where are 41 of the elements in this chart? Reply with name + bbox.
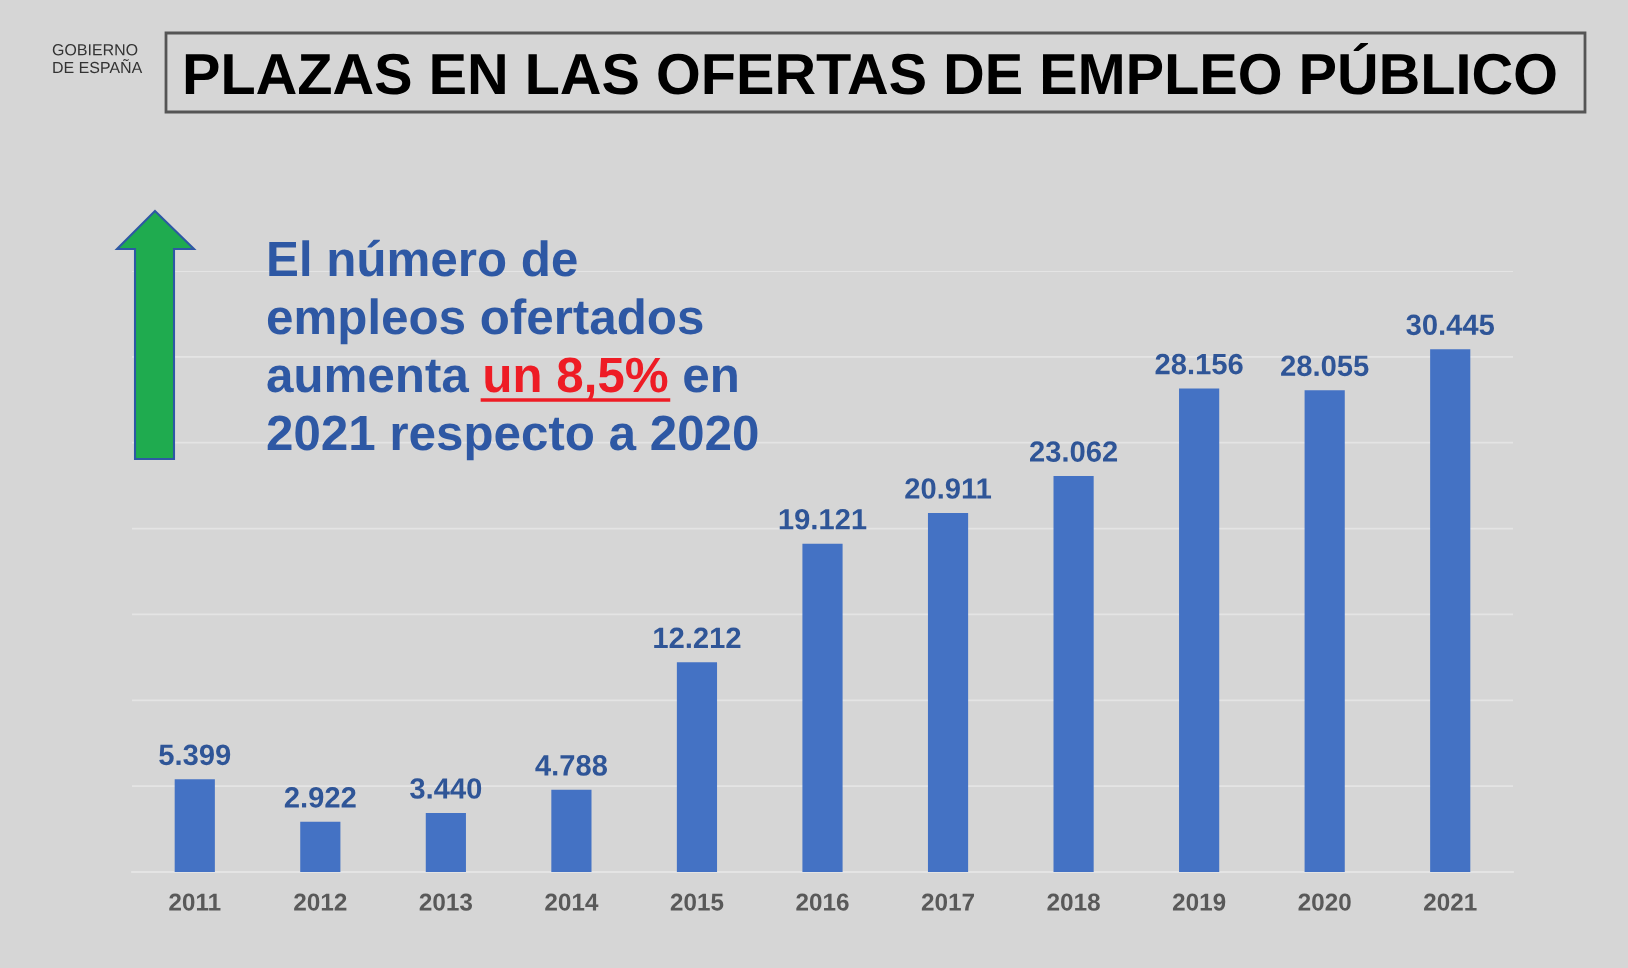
x-tick-label: 2011 [169, 893, 221, 911]
bar [551, 789, 592, 872]
bar [174, 779, 215, 872]
data-label: 3.440 [410, 778, 482, 799]
annotation: un 8,5% [485, 357, 668, 400]
x-tick-label: 2020 [1298, 893, 1351, 911]
bar [1053, 475, 1094, 872]
bar [425, 812, 466, 872]
data-label: 28.156 [1155, 353, 1243, 375]
data-label: 12.212 [654, 627, 741, 648]
data-label: 28.055 [1281, 355, 1369, 377]
bar [927, 512, 969, 872]
x-tick-label: 2012 [294, 893, 347, 911]
x-tick-label: 2017 [921, 893, 975, 911]
data-label: 20.911 [905, 478, 992, 499]
x-tick-label: 2015 [670, 893, 724, 911]
chart-title: PLAZAS EN LAS OFERTAS DE EMPLEO PÚBLICO [185, 42, 1556, 95]
x-tick-label: 2019 [1172, 893, 1226, 911]
text: GOBIERNO DE ESPAÑA [52, 44, 143, 74]
data-label: 23.062 [1030, 441, 1118, 462]
bar [676, 662, 718, 872]
annotation: El número de [269, 239, 577, 277]
annotation: en [684, 365, 737, 393]
data-label: 2.922 [284, 787, 356, 808]
bar [802, 543, 843, 872]
x-tick-label: 2016 [796, 893, 849, 911]
bar [1430, 349, 1471, 872]
data-label: 19.121 [779, 508, 867, 530]
data-label: 5.399 [159, 744, 231, 766]
data-label: 4.788 [535, 755, 608, 776]
data-label: 30.445 [1406, 314, 1495, 336]
x-tick-label: 2021 [1424, 893, 1477, 911]
x-tick-label: 2018 [1047, 893, 1100, 911]
annotation: empleos ofertados [267, 298, 703, 345]
bar [300, 821, 341, 872]
x-tick-label: 2014 [545, 893, 599, 911]
annotation: 2021 respecto a 2020 [267, 415, 758, 461]
annotation: aumenta [267, 359, 470, 393]
x-tick-label: 2013 [419, 893, 473, 911]
bar [1179, 388, 1220, 872]
bar [1304, 390, 1345, 872]
